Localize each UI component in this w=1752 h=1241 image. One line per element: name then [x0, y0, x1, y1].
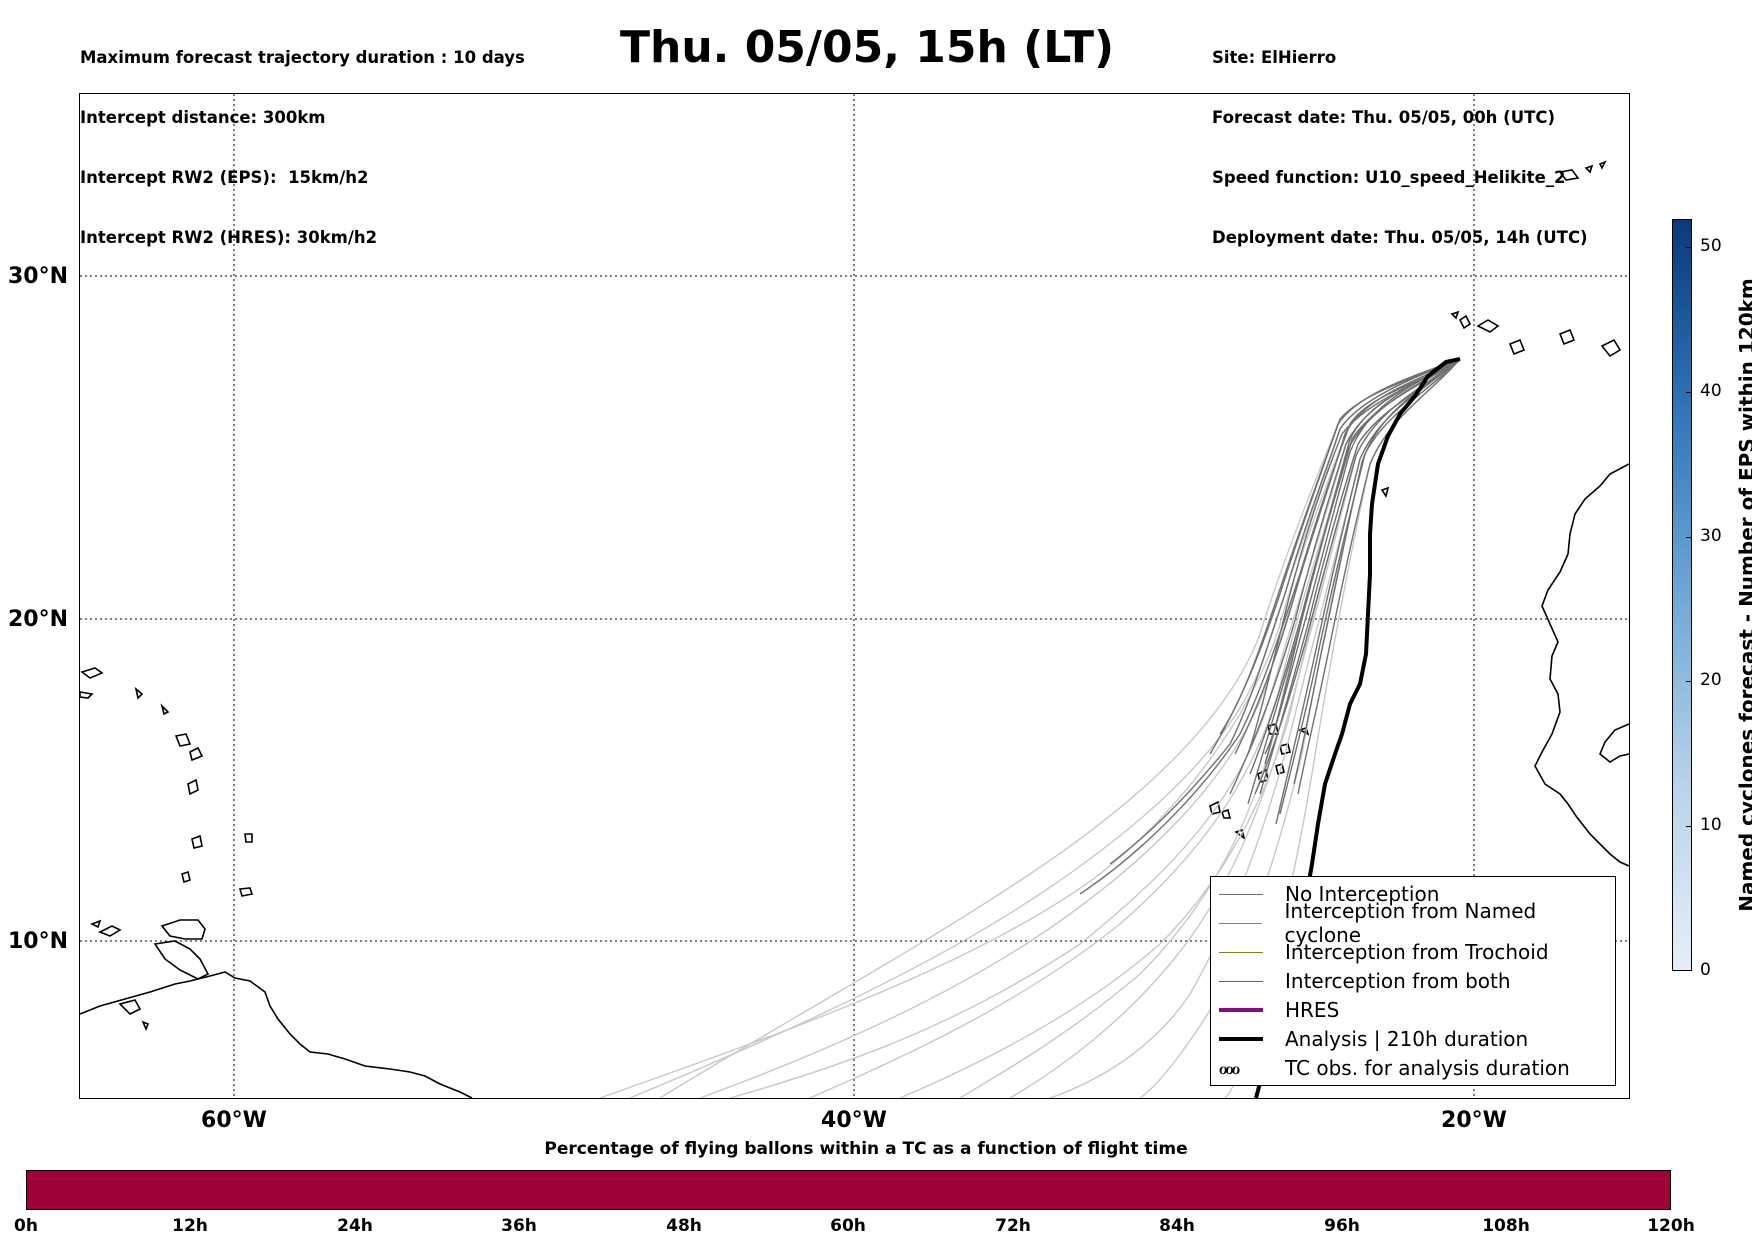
flight-time-tick: 120h — [1647, 1216, 1695, 1236]
legend-label: Analysis | 210h duration — [1285, 1027, 1529, 1051]
legend-swatch — [1219, 893, 1263, 895]
coastlines — [80, 160, 1629, 1098]
legend-label: Interception from both — [1285, 969, 1511, 993]
legend-swatch — [1219, 1037, 1263, 1041]
legend-label: Interception from Named cyclone — [1284, 899, 1537, 947]
header-right-line: Speed function: U10_speed_Helikite_2 — [1212, 168, 1566, 187]
flight-time-tick: 84h — [1159, 1216, 1195, 1236]
colorbar-tick-label: 30 — [1700, 526, 1722, 546]
legend-item-tc-obs: ℴℴℴ TC obs. for analysis duration — [1219, 1055, 1570, 1081]
legend-label: TC obs. for analysis duration — [1285, 1056, 1570, 1080]
colorbar-label: Named cyclones forecast - Number of EPS … — [1735, 278, 1752, 912]
flight-time-tick: 12h — [172, 1216, 208, 1236]
lat-label-30n: 30°N — [8, 264, 69, 289]
colorbar-tick-label: 10 — [1700, 815, 1722, 835]
colorbar-tick-label: 20 — [1700, 670, 1722, 690]
flight-time-bar-title: Percentage of flying ballons within a TC… — [544, 1139, 1188, 1159]
lon-label-40w: 40°W — [821, 1108, 887, 1133]
header-right-line: Deployment date: Thu. 05/05, 14h (UTC) — [1212, 228, 1588, 247]
page-title: Thu. 05/05, 15h (LT) — [620, 22, 1115, 73]
colorbar-tickmark — [1686, 537, 1692, 538]
legend-item-both: Interception from both — [1219, 968, 1511, 994]
colorbar-tickmark — [1686, 247, 1692, 248]
tc-symbol-icon: ℴℴℴ — [1219, 1057, 1240, 1079]
flight-time-tick: 60h — [830, 1216, 866, 1236]
lon-label-60w: 60°W — [201, 1108, 267, 1133]
legend-label: No Interception — [1285, 882, 1440, 906]
legend-item-analysis: Analysis | 210h duration — [1219, 1026, 1528, 1052]
colorbar-tickmark — [1686, 826, 1692, 827]
colorbar-tick-label: 0 — [1700, 960, 1711, 980]
legend-item-named-cyclone: Interception from Named cyclone — [1219, 899, 1615, 947]
no-interception-trajectories — [1079, 358, 1461, 895]
lon-label-20w: 20°W — [1441, 1108, 1507, 1133]
legend-swatch — [1219, 951, 1263, 953]
header-right-info: Site: ElHierro Forecast date: Thu. 05/05… — [1212, 8, 1588, 268]
flight-time-tick: 96h — [1324, 1216, 1360, 1236]
legend-label: Interception from Trochoid — [1285, 940, 1549, 964]
flight-time-tick: 0h — [14, 1216, 38, 1236]
header-left-line: Intercept RW2 (EPS): 15km/h2 — [80, 168, 369, 187]
legend-item-hres: HRES — [1219, 997, 1339, 1023]
flight-time-bar — [26, 1170, 1671, 1210]
header-right-line: Forecast date: Thu. 05/05, 00h (UTC) — [1212, 108, 1556, 127]
flight-time-tick: 36h — [501, 1216, 537, 1236]
colorbar-tick-label: 50 — [1700, 236, 1722, 256]
header-left-line: Intercept distance: 300km — [80, 108, 326, 127]
legend-swatch — [1219, 980, 1263, 982]
map-legend: No Interception Interception from Named … — [1210, 876, 1616, 1086]
header-right-line: Site: ElHierro — [1212, 48, 1337, 67]
legend-swatch — [1219, 922, 1263, 924]
header-left-info: Maximum forecast trajectory duration : 1… — [80, 8, 525, 268]
legend-label: HRES — [1285, 998, 1340, 1022]
legend-item-trochoid: Interception from Trochoid — [1219, 939, 1549, 965]
header-left-line: Intercept RW2 (HRES): 30km/h2 — [80, 228, 378, 247]
colorbar-tickmark — [1686, 392, 1692, 393]
lat-label-20n: 20°N — [8, 607, 69, 632]
flight-time-tick: 72h — [995, 1216, 1031, 1236]
header-left-line: Maximum forecast trajectory duration : 1… — [80, 48, 525, 67]
flight-time-tick: 108h — [1482, 1216, 1530, 1236]
flight-time-tick: 48h — [666, 1216, 702, 1236]
flight-time-tick: 24h — [337, 1216, 373, 1236]
colorbar-tick-label: 40 — [1700, 381, 1722, 401]
legend-swatch — [1219, 1008, 1263, 1012]
colorbar-named-cyclones — [1672, 219, 1692, 971]
colorbar-tickmark — [1686, 681, 1692, 682]
legend-item-no-interception: No Interception — [1219, 881, 1439, 907]
lat-label-10n: 10°N — [8, 929, 69, 954]
